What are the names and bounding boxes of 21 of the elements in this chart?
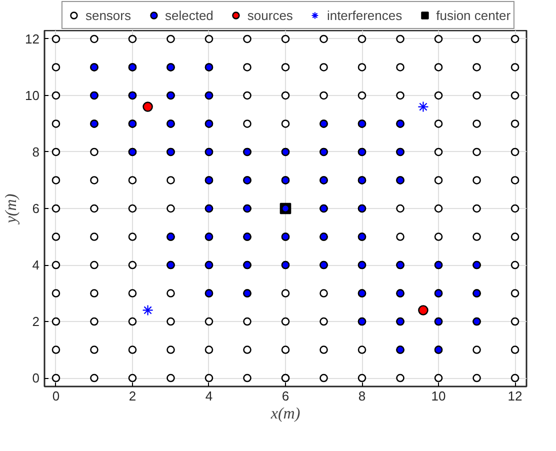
y-tick-label: 12 bbox=[25, 31, 40, 46]
y-tick-label: 2 bbox=[32, 314, 40, 330]
legend-label: sensors bbox=[85, 8, 131, 22]
y-tick-label: 0 bbox=[32, 370, 40, 386]
legend-label: fusion center bbox=[436, 8, 511, 22]
x-tick-label: 10 bbox=[431, 388, 446, 404]
y-axis-title: y(m) bbox=[3, 194, 20, 226]
y-tick-label: 6 bbox=[32, 201, 40, 216]
legend-label: interferences bbox=[326, 8, 402, 22]
y-tick-label: 10 bbox=[25, 88, 40, 103]
x-tick-label: 4 bbox=[205, 388, 213, 404]
x-tick-label: 12 bbox=[508, 388, 522, 404]
x-tick-label: 6 bbox=[282, 388, 290, 404]
legend-label: selected bbox=[164, 8, 214, 22]
x-tick-label: 0 bbox=[52, 388, 60, 404]
y-tick-label: 8 bbox=[32, 144, 40, 160]
x-axis-title: x(m) bbox=[270, 406, 300, 422]
x-tick-label: 8 bbox=[358, 388, 366, 404]
legend-label: sources bbox=[247, 8, 293, 22]
y-tick-label: 4 bbox=[32, 258, 40, 273]
x-tick-label: 2 bbox=[128, 388, 136, 404]
